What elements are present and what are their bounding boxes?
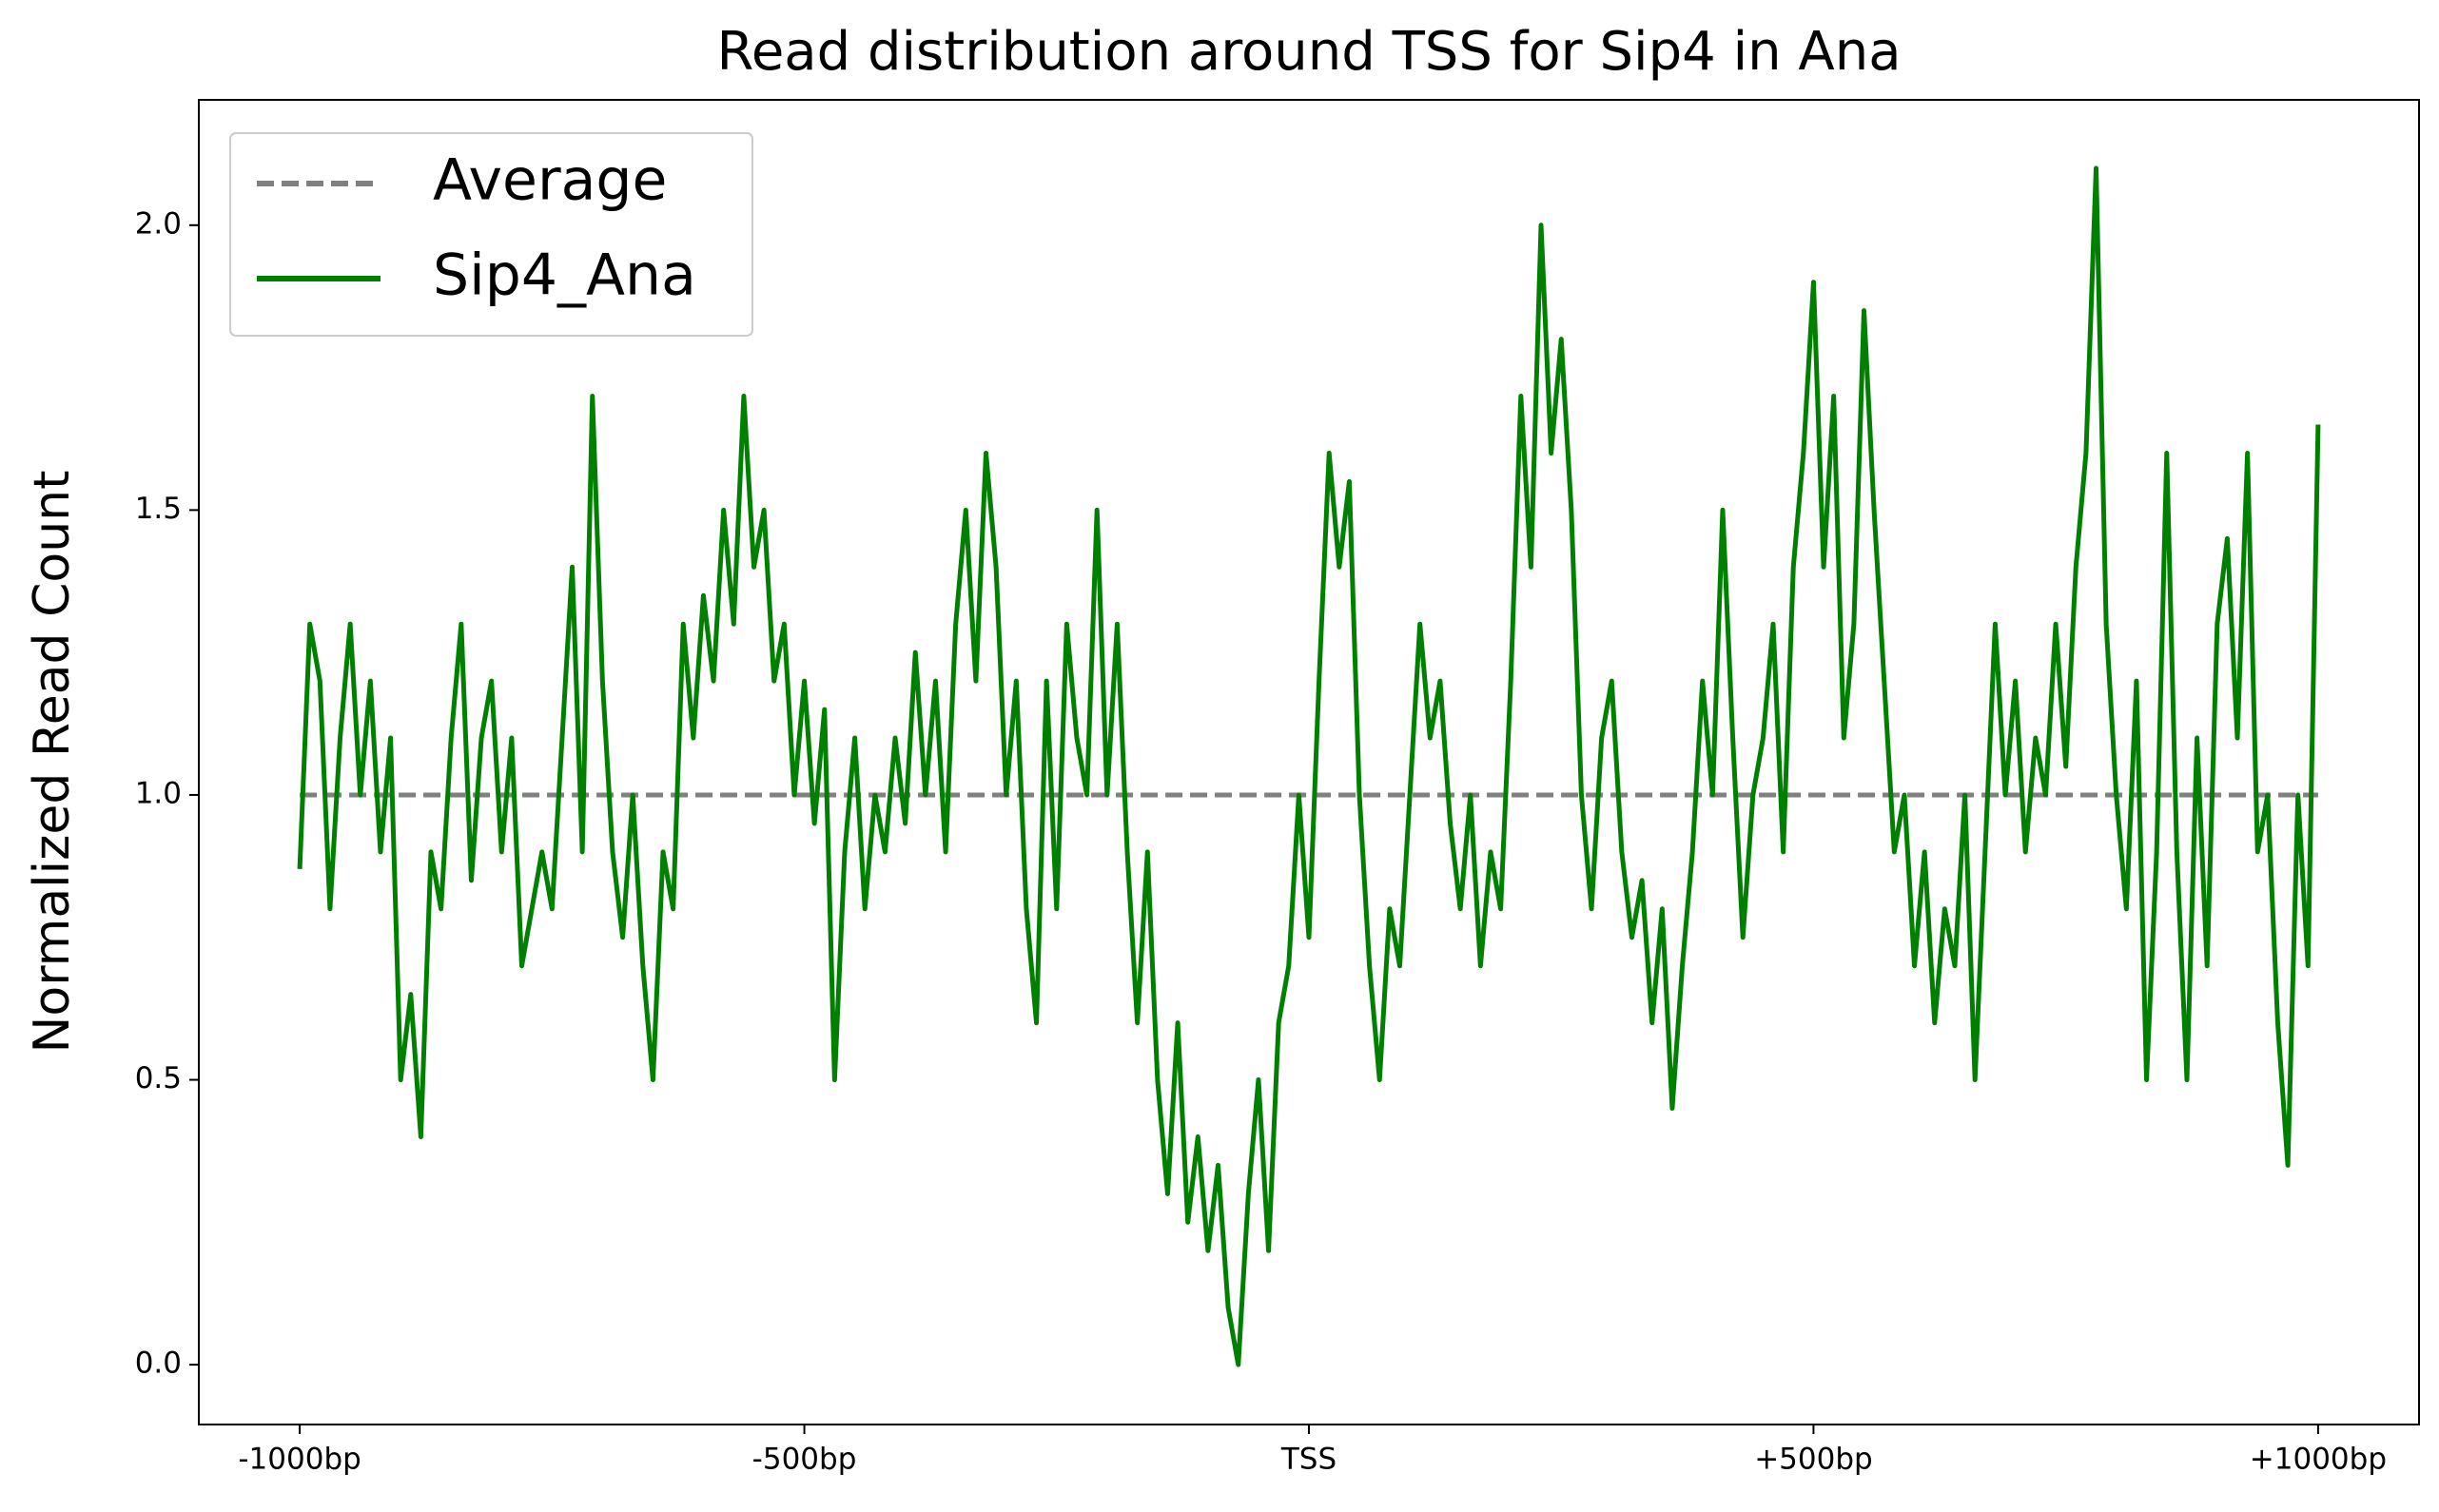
- legend: Average Sip4_Ana: [229, 132, 753, 337]
- legend-label: Average: [433, 147, 667, 214]
- y-tick-label: 0.0: [135, 1347, 182, 1381]
- chart-title: Read distribution around TSS for Sip4 in…: [716, 21, 1901, 83]
- y-tick-label: 1.0: [135, 776, 182, 810]
- y-axis-label: Normalized Read Count: [24, 470, 81, 1053]
- x-tick-label: +1000bp: [2250, 1443, 2387, 1477]
- plot-frame: [198, 99, 2420, 1425]
- y-tick-label: 1.5: [135, 492, 182, 526]
- legend-label: Sip4_Ana: [433, 242, 696, 309]
- x-tick-label: -500bp: [752, 1443, 857, 1477]
- x-tick-label: TSS: [1280, 1443, 1337, 1477]
- x-tick-label: -1000bp: [238, 1443, 361, 1477]
- y-tick-label: 2.0: [135, 206, 182, 241]
- series-line: [297, 165, 2321, 1367]
- x-tick-label: +500bp: [1754, 1443, 1873, 1477]
- y-tick-label: 0.5: [135, 1061, 182, 1095]
